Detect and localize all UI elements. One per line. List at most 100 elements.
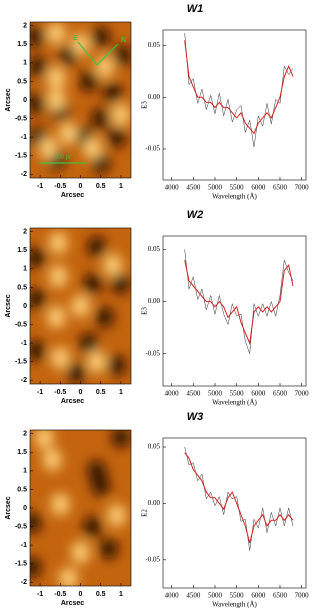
x-tick-label: 5000 — [208, 184, 223, 192]
x-tick-label: 4000 — [165, 592, 180, 600]
y-tick-label: -0.05 — [145, 145, 160, 153]
x-tick-label: 4500 — [186, 390, 201, 398]
bright-blob — [47, 22, 66, 45]
bright-blob — [47, 66, 66, 89]
x-axis-label: Wavelength (Å) — [212, 601, 257, 609]
y-tick-label: -2 — [21, 377, 27, 384]
y-axis-label: E2 — [141, 509, 149, 517]
dark-blob — [67, 362, 86, 383]
spectrum-line — [184, 452, 294, 544]
dark-blob — [113, 45, 131, 66]
x-axis-label: Wavelength (Å) — [212, 193, 257, 201]
dark-blob — [59, 45, 78, 66]
spectrum-line — [184, 446, 294, 551]
x-axis-label: Arcsec — [61, 398, 84, 405]
x-tick-label: 0.5 — [96, 389, 106, 396]
x-tick-label: 0 — [79, 183, 83, 190]
y-tick-label: 1 — [23, 266, 27, 273]
annotation: N — [121, 37, 126, 44]
dark-blob — [30, 512, 42, 533]
dark-blob — [111, 273, 130, 294]
y-tick-label: 1.5 — [17, 41, 27, 48]
y-tick-label: 0.05 — [148, 41, 161, 49]
annotation: E — [73, 35, 78, 42]
x-tick-label: 5000 — [208, 592, 223, 600]
x-axis-label: Arcsec — [61, 600, 84, 607]
x-tick-label: -1 — [37, 591, 43, 598]
y-tick-label: -0.05 — [145, 555, 160, 563]
y-tick-label: 0.5 — [17, 486, 27, 493]
chart-title: W3 — [187, 411, 204, 423]
dark-blob — [79, 71, 98, 92]
x-tick-label: 6000 — [251, 390, 266, 398]
x-tick-label: -0.5 — [54, 591, 66, 598]
image-blobs — [30, 430, 130, 586]
dark-blob — [79, 333, 98, 354]
dark-blob — [91, 475, 110, 496]
y-tick-label: -0.05 — [145, 349, 160, 357]
y-tick-label: 0 — [23, 303, 27, 310]
x-tick-label: -0.5 — [54, 183, 66, 190]
image-blobs — [30, 231, 130, 383]
y-axis-label: Arcsec — [5, 496, 12, 519]
dark-blob — [103, 82, 122, 103]
x-tick-label: 6500 — [273, 184, 288, 192]
bright-blob — [35, 430, 54, 449]
x-tick-label: 6000 — [251, 592, 266, 600]
bright-blob — [71, 541, 90, 564]
y-tick-label: 0.05 — [148, 443, 161, 451]
bright-blob — [83, 137, 102, 160]
bright-blob — [49, 265, 68, 288]
x-tick-label: 4500 — [186, 184, 201, 192]
image-blobs — [30, 22, 131, 174]
annotation: 100 pc — [54, 155, 72, 161]
x-tick-label: -1 — [37, 183, 43, 190]
bright-blob — [39, 137, 58, 160]
frame — [162, 437, 307, 589]
x-tick-label: 0.5 — [96, 591, 106, 598]
x-tick-label: 1 — [119, 591, 123, 598]
x-tick-label: -1 — [37, 389, 43, 396]
x-tick-label: 0.5 — [96, 183, 106, 190]
bright-blob — [51, 493, 70, 516]
y-tick-label: -0.5 — [15, 523, 27, 530]
bright-blob — [111, 103, 130, 126]
x-tick-label: 7000 — [295, 184, 310, 192]
y-axis-label: Arcsec — [5, 88, 12, 111]
dark-blob — [30, 56, 48, 77]
image-map — [30, 228, 131, 384]
spectrum-line — [184, 259, 294, 346]
dark-blob — [30, 26, 46, 47]
bright-blob — [95, 55, 114, 78]
y-tick-label: -2 — [21, 579, 27, 586]
chart-title: W2 — [187, 209, 204, 221]
y-tick-label: -1.5 — [15, 359, 27, 366]
bright-blob — [49, 231, 68, 254]
x-tick-label: 0 — [79, 591, 83, 598]
dark-blob — [99, 538, 118, 559]
arrow-n — [96, 43, 119, 66]
x-tick-label: 6500 — [273, 592, 288, 600]
y-tick-label: 0 — [23, 97, 27, 104]
y-axis-label: E3 — [141, 307, 149, 315]
x-tick-label: 7000 — [295, 390, 310, 398]
y-tick-label: -1.5 — [15, 153, 27, 160]
spectrum-line — [184, 33, 294, 147]
y-tick-label: 0.05 — [148, 245, 161, 253]
y-tick-label: 1.5 — [17, 247, 27, 254]
x-tick-label: 7000 — [295, 592, 310, 600]
x-tick-label: 1 — [119, 183, 123, 190]
x-tick-label: 1 — [119, 389, 123, 396]
y-axis-label: Arcsec — [5, 294, 12, 317]
dark-blob — [107, 355, 126, 376]
x-axis-label: Arcsec — [61, 192, 84, 199]
y-tick-label: 1 — [23, 468, 27, 475]
y-tick-label: 0 — [23, 505, 27, 512]
spectrum-line — [184, 40, 294, 135]
x-tick-label: 4000 — [165, 390, 180, 398]
dark-blob — [30, 247, 46, 268]
x-tick-label: -0.5 — [54, 389, 66, 396]
bright-blob — [87, 350, 106, 373]
y-tick-label: -0.5 — [15, 115, 27, 122]
